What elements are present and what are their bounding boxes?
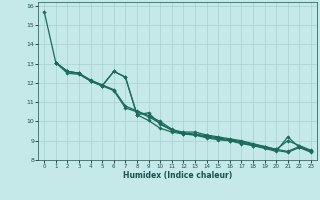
X-axis label: Humidex (Indice chaleur): Humidex (Indice chaleur) xyxy=(123,171,232,180)
